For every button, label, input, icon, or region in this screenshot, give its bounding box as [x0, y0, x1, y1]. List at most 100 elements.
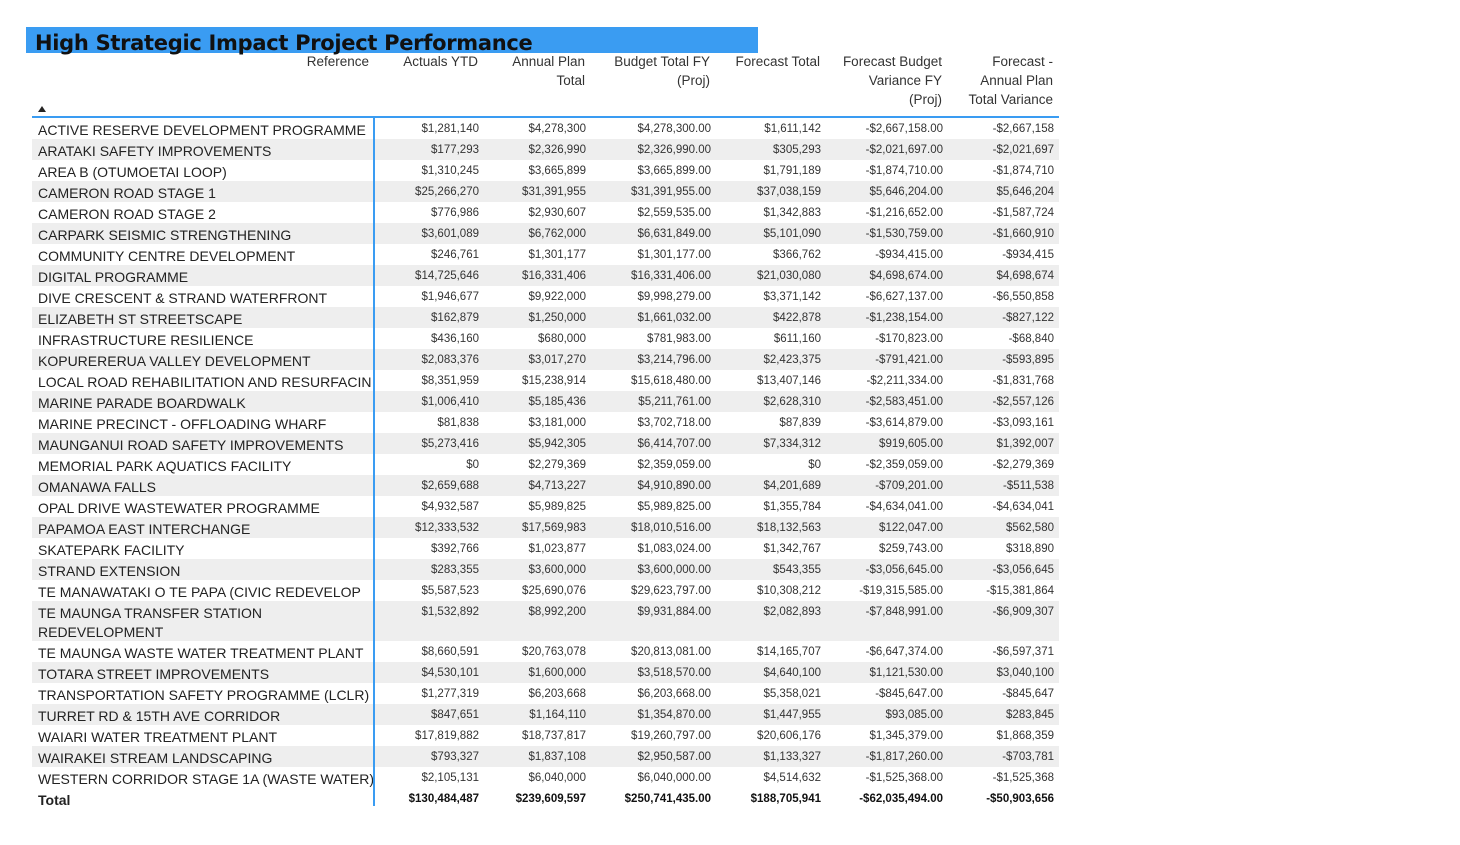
cell-annual: $1,301,177 — [528, 249, 586, 261]
cell-annual: $17,569,983 — [522, 522, 586, 534]
table-row[interactable]: CARPARK SEISMIC STRENGTHENING $3,601,089 $… — [32, 223, 1059, 244]
table-row[interactable]: TE MAUNGA TRANSFER STATION REDEVELOPMENT… — [32, 601, 1059, 641]
cell-budget: $4,278,300.00 — [637, 123, 711, 135]
project-table: ACTIVE RESERVE DEVELOPMENT PROGRAMME $1,2… — [32, 118, 1059, 809]
cell-actuals: $2,659,688 — [421, 480, 479, 492]
project-name: MEMORIAL PARK AQUATICS FACILITY — [38, 458, 292, 474]
total-row[interactable]: Total $130,484,487 $239,609,597 $250,741,43… — [32, 788, 1059, 809]
cell-annual: $1,164,110 — [529, 709, 586, 721]
cell-fbv: -$709,201.00 — [875, 480, 943, 492]
table-row[interactable]: MARINE PARADE BOARDWALK $1,006,410 $5,185,… — [32, 391, 1059, 412]
table-row[interactable]: TE MAUNGA WASTE WATER TREATMENT PLANT $8,… — [32, 641, 1059, 662]
cell-forecast: $1,342,767 — [763, 543, 821, 555]
col-header-reference-label: Reference — [306, 54, 369, 69]
col-header-fbv-line2: Variance FY — [868, 73, 942, 88]
cell-fapv: $3,040,100 — [996, 667, 1054, 679]
table-row[interactable]: ELIZABETH ST STREETSCAPE $162,879 $1,250,0… — [32, 307, 1059, 328]
table-row[interactable]: AREA B (OTUMOETAI LOOP) $1,310,245 $3,665,… — [32, 160, 1059, 181]
col-header-forecast-budget-variance[interactable]: Forecast Budget Variance FY (Proj) — [843, 52, 942, 109]
table-row[interactable]: INFRASTRUCTURE RESILIENCE $436,160 $680,00… — [32, 328, 1059, 349]
project-name: ELIZABETH ST STREETSCAPE — [38, 311, 243, 327]
table-row[interactable]: DIVE CRESCENT & STRAND WATERFRONT $1,946,… — [32, 286, 1059, 307]
col-header-annual-plan-total[interactable]: Annual Plan Total — [512, 52, 585, 90]
project-name: TE MAUNGA WASTE WATER TREATMENT PLANT — [38, 645, 364, 661]
col-header-actuals-ytd[interactable]: Actuals YTD — [403, 52, 478, 71]
table-row[interactable]: LOCAL ROAD REHABILITATION AND RESURFACIN… — [32, 370, 1059, 391]
cell-forecast: $21,030,080 — [757, 270, 821, 282]
table-row[interactable]: TE MANAWATAKI O TE PAPA (CIVIC REDEVELOP… — [32, 580, 1059, 601]
cell-fbv: -$3,056,645.00 — [865, 564, 943, 576]
cell-fbv: $122,047.00 — [879, 522, 943, 534]
cell-fapv: -$1,660,910 — [992, 228, 1054, 240]
project-name: OPAL DRIVE WASTEWATER PROGRAMME — [38, 500, 320, 516]
table-row[interactable]: ARATAKI SAFETY IMPROVEMENTS $177,293 $2,32… — [32, 139, 1059, 160]
sort-ascending-icon[interactable] — [38, 106, 46, 112]
cell-actuals: $0 — [466, 459, 479, 471]
table-row[interactable]: MAUNGANUI ROAD SAFETY IMPROVEMENTS $5,273… — [32, 433, 1059, 454]
table-row[interactable]: WAIRAKEI STREAM LANDSCAPING $793,327 $1,83… — [32, 746, 1059, 767]
col-header-budget-line1: Budget Total FY — [614, 54, 710, 69]
cell-fapv: -$2,667,158 — [992, 123, 1054, 135]
cell-fbv: -$7,848,991.00 — [865, 606, 943, 618]
cell-forecast: $422,878 — [773, 312, 821, 324]
cell-budget: $31,391,955.00 — [631, 186, 711, 198]
col-header-fbv-line1: Forecast Budget — [842, 54, 942, 69]
cell-annual: $5,185,436 — [528, 396, 586, 408]
table-row[interactable]: TOTARA STREET IMPROVEMENTS $4,530,101 $1,6… — [32, 662, 1059, 683]
project-name: TE MAUNGA TRANSFER STATION REDEVELOPMENT — [38, 605, 263, 640]
table-row[interactable]: DIGITAL PROGRAMME $14,725,646 $16,331,406 $… — [32, 265, 1059, 286]
cell-annual: $25,690,076 — [522, 585, 586, 597]
cell-budget: $6,414,707.00 — [637, 438, 711, 450]
cell-fbv: -$2,583,451.00 — [865, 396, 943, 408]
table-row[interactable]: TRANSPORTATION SAFETY PROGRAMME (LCLR) $1… — [32, 683, 1059, 704]
table-row[interactable]: CAMERON ROAD STAGE 1 $25,266,270 $31,391,9… — [32, 181, 1059, 202]
table-row[interactable]: SKATEPARK FACILITY $392,766 $1,023,877 $1,0… — [32, 538, 1059, 559]
cell-budget: $5,989,825.00 — [637, 501, 711, 513]
cell-forecast: $4,640,100 — [763, 667, 821, 679]
cell-budget: $1,661,032.00 — [637, 312, 711, 324]
project-name: CAMERON ROAD STAGE 2 — [38, 206, 216, 222]
cell-fapv: $1,868,359 — [996, 730, 1054, 742]
cell-forecast: $3,371,142 — [763, 291, 821, 303]
cell-fbv: $93,085.00 — [885, 709, 943, 721]
table-row[interactable]: STRAND EXTENSION $283,355 $3,600,000 $3,600… — [32, 559, 1059, 580]
table-row[interactable]: MARINE PRECINCT - OFFLOADING WHARF $81,83… — [32, 412, 1059, 433]
table-row[interactable]: MEMORIAL PARK AQUATICS FACILITY $0 $2,279,… — [32, 454, 1059, 475]
col-header-forecast-annual-plan-variance[interactable]: Forecast - Annual Plan Total Variance — [968, 52, 1053, 109]
cell-forecast: $4,201,689 — [763, 480, 821, 492]
cell-fbv: $1,121,530.00 — [869, 667, 943, 679]
table-row[interactable]: PAPAMOA EAST INTERCHANGE $12,333,532 $17,5… — [32, 517, 1059, 538]
cell-forecast: $20,606,176 — [757, 730, 821, 742]
cell-fbv: $919,605.00 — [879, 438, 943, 450]
cell-fapv: -$703,781 — [1002, 751, 1054, 763]
table-row[interactable]: KOPURERERUA VALLEY DEVELOPMENT $2,083,376… — [32, 349, 1059, 370]
cell-annual: $2,279,369 — [528, 459, 586, 471]
page-title: High Strategic Impact Project Performanc… — [35, 31, 533, 55]
table-row[interactable]: OMANAWA FALLS $2,659,688 $4,713,227 $4,910,… — [32, 475, 1059, 496]
table-row[interactable]: WESTERN CORRIDOR STAGE 1A (WASTE WATER) $… — [32, 767, 1059, 788]
col-header-forecast-total[interactable]: Forecast Total — [735, 52, 820, 71]
cell-fbv: -$2,211,334.00 — [866, 375, 943, 387]
cell-actuals: $1,277,319 — [421, 688, 479, 700]
table-row[interactable]: OPAL DRIVE WASTEWATER PROGRAMME $4,932,58… — [32, 496, 1059, 517]
table-row[interactable]: TURRET RD & 15TH AVE CORRIDOR $847,651 $1,… — [32, 704, 1059, 725]
col-header-budget-total-fy[interactable]: Budget Total FY (Proj) — [614, 52, 710, 90]
table-row[interactable]: CAMERON ROAD STAGE 2 $776,986 $2,930,607 $2… — [32, 202, 1059, 223]
cell-fapv: -$3,056,645 — [992, 564, 1054, 576]
cell-actuals: $776,986 — [431, 207, 479, 219]
project-name: KOPURERERUA VALLEY DEVELOPMENT — [38, 353, 311, 369]
table-row[interactable]: WAIARI WATER TREATMENT PLANT $17,819,882 $… — [32, 725, 1059, 746]
cell-forecast: $10,308,212 — [757, 585, 821, 597]
cell-fapv: $1,392,007 — [996, 438, 1054, 450]
cell-budget: $1,083,024.00 — [637, 543, 711, 555]
cell-fapv: $283,845 — [1006, 709, 1054, 721]
cell-budget: $19,260,797.00 — [631, 730, 711, 742]
table-row[interactable]: ACTIVE RESERVE DEVELOPMENT PROGRAMME $1,2… — [32, 118, 1059, 139]
cell-fbv: -$1,216,652.00 — [865, 207, 943, 219]
cell-fapv: -$68,840 — [1008, 333, 1054, 345]
col-header-reference[interactable]: Reference — [307, 52, 369, 71]
table-row[interactable]: COMMUNITY CENTRE DEVELOPMENT $246,761 $1,3… — [32, 244, 1059, 265]
cell-forecast: $7,334,312 — [763, 438, 821, 450]
cell-fbv: -$845,647.00 — [875, 688, 943, 700]
cell-annual: $680,000 — [538, 333, 586, 345]
